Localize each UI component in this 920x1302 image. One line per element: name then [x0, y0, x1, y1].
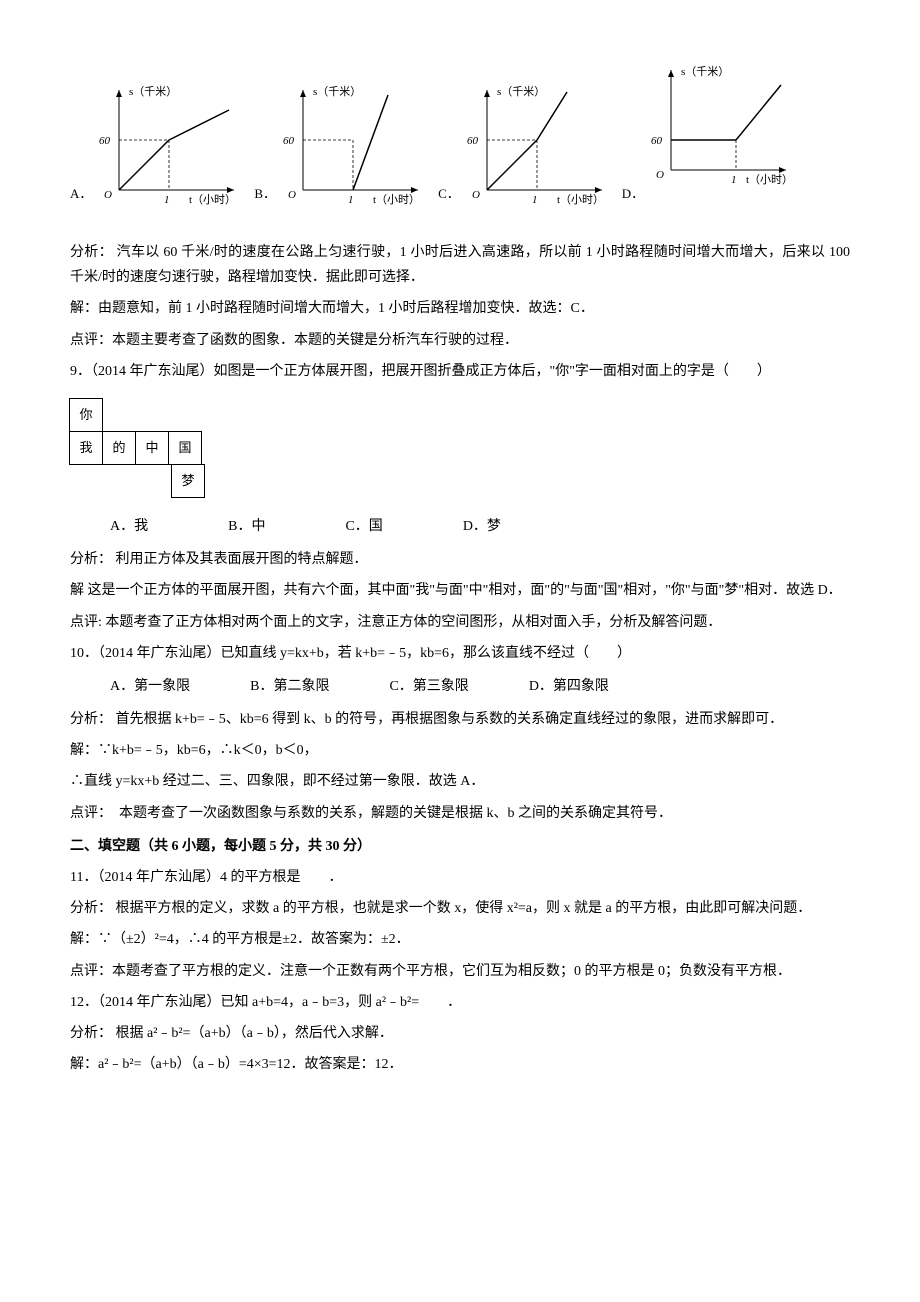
chart-c: s（千米） O 60 1 t（小时）	[462, 80, 612, 210]
svg-text:s（千米）: s（千米）	[129, 85, 177, 98]
option-label: B．	[254, 182, 276, 210]
option-b: B．第二象限	[250, 674, 329, 699]
svg-text:t（小时）: t（小时）	[373, 193, 420, 206]
cube-cell: 的	[102, 431, 136, 465]
option-label: D．	[622, 182, 644, 210]
cube-net: 你 我 的 中 国 梦	[70, 399, 850, 499]
option-d: D．第四象限	[529, 674, 609, 699]
chart-a: s（千米） O 60 1 t（小时）	[94, 80, 244, 210]
q10-stem: 10．（2014 年广东汕尾）已知直线 y=kx+b，若 k+b=﹣5，kb=6…	[70, 641, 850, 666]
svg-text:t（小时）: t（小时）	[746, 173, 793, 186]
chart-b: s（千米） O 60 1 t（小时）	[278, 80, 428, 210]
q12-stem: 12．（2014 年广东汕尾）已知 a+b=4，a﹣b=3，则 a²﹣b²= ．	[70, 990, 850, 1015]
q11-comment: 点评：本题考查了平方根的定义．注意一个正数有两个平方根，它们互为相反数；0 的平…	[70, 959, 850, 984]
svg-text:1: 1	[532, 194, 538, 206]
cube-cell: 中	[135, 431, 169, 465]
q10-comment: 点评： 本题考查了一次函数图象与系数的关系，解题的关键是根据 k、b 之间的关系…	[70, 801, 850, 826]
q11-solution: 解：∵（±2）²=4，∴4 的平方根是±2．故答案为：±2．	[70, 927, 850, 952]
q10-solution2: ∴直线 y=kx+b 经过二、三、四象限，即不经过第一象限．故选 A．	[70, 769, 850, 794]
q9-stem: 9．（2014 年广东汕尾）如图是一个正方体展开图，把展开图折叠成正方体后，"你…	[70, 359, 850, 384]
svg-text:1: 1	[348, 194, 354, 206]
q9-comment: 点评: 本题考查了正方体相对两个面上的文字，注意正方体的空间图形，从相对面入手，…	[70, 610, 850, 635]
svg-text:t（小时）: t（小时）	[557, 193, 604, 206]
chart-option-c: C． s（千米） O 60 1 t（小时）	[438, 80, 612, 210]
svg-text:t（小时）: t（小时）	[189, 193, 236, 206]
svg-text:1: 1	[164, 194, 170, 206]
chart-option-a: A． s（千米） O 60 1 t（小时）	[70, 80, 244, 210]
svg-text:O: O	[656, 169, 664, 181]
svg-text:s（千米）: s（千米）	[313, 85, 361, 98]
q10-solution1: 解：∵k+b=﹣5，kb=6，∴k＜0，b＜0，	[70, 738, 850, 763]
chart-d: s（千米） O 60 1 t（小时）	[646, 60, 796, 210]
option-a: A．第一象限	[110, 674, 190, 699]
cube-cell: 国	[168, 431, 202, 465]
option-label: C．	[438, 182, 460, 210]
svg-text:s（千米）: s（千米）	[681, 65, 729, 78]
q8-solution: 解：由题意知，前 1 小时路程随时间增大而增大，1 小时后路程增加变快．故选：C…	[70, 296, 850, 321]
chart-option-b: B． s（千米） O 60 1 t（小时）	[254, 80, 428, 210]
option-c: C．第三象限	[389, 674, 468, 699]
q8-analysis: 分析： 汽车以 60 千米/时的速度在公路上匀速行驶，1 小时后进入高速路，所以…	[70, 240, 850, 290]
chart-options-row: A． s（千米） O 60 1 t（小时） B． s（千米） O 60	[70, 60, 850, 210]
chart-option-d: D． s（千米） O 60 1 t（小时）	[622, 60, 796, 210]
q9-options: A．我 B．中 C．国 D．梦	[110, 514, 850, 539]
q8-comment: 点评：本题主要考查了函数的图象．本题的关键是分析汽车行驶的过程．	[70, 328, 850, 353]
option-d: D．梦	[463, 514, 501, 539]
svg-text:60: 60	[651, 135, 663, 147]
q11-analysis: 分析： 根据平方根的定义，求数 a 的平方根，也就是求一个数 x，使得 x²=a…	[70, 896, 850, 921]
svg-text:O: O	[472, 189, 480, 201]
q12-solution: 解：a²﹣b²=（a+b）（a﹣b）=4×3=12．故答案是：12．	[70, 1052, 850, 1077]
svg-text:O: O	[288, 189, 296, 201]
q12-analysis: 分析： 根据 a²﹣b²=（a+b）（a﹣b），然后代入求解．	[70, 1021, 850, 1046]
cube-cell: 你	[69, 398, 103, 432]
section2-title: 二、填空题（共 6 小题，每小题 5 分，共 30 分）	[70, 834, 850, 859]
option-b: B．中	[228, 514, 265, 539]
option-c: C．国	[345, 514, 382, 539]
option-a: A．我	[110, 514, 148, 539]
q11-stem: 11．（2014 年广东汕尾）4 的平方根是 ．	[70, 865, 850, 890]
cube-cell: 梦	[171, 464, 205, 498]
svg-text:60: 60	[99, 135, 111, 147]
q9-solution: 解 这是一个正方体的平面展开图，共有六个面，其中面"我"与面"中"相对，面"的"…	[70, 578, 850, 603]
svg-text:s（千米）: s（千米）	[497, 85, 545, 98]
svg-text:1: 1	[731, 174, 737, 186]
svg-text:O: O	[104, 189, 112, 201]
q10-options: A．第一象限 B．第二象限 C．第三象限 D．第四象限	[110, 674, 850, 699]
q9-analysis: 分析： 利用正方体及其表面展开图的特点解题．	[70, 547, 850, 572]
cube-cell: 我	[69, 431, 103, 465]
option-label: A．	[70, 182, 92, 210]
svg-text:60: 60	[467, 135, 479, 147]
svg-text:60: 60	[283, 135, 295, 147]
q10-analysis: 分析： 首先根据 k+b=﹣5、kb=6 得到 k、b 的符号，再根据图象与系数…	[70, 707, 850, 732]
